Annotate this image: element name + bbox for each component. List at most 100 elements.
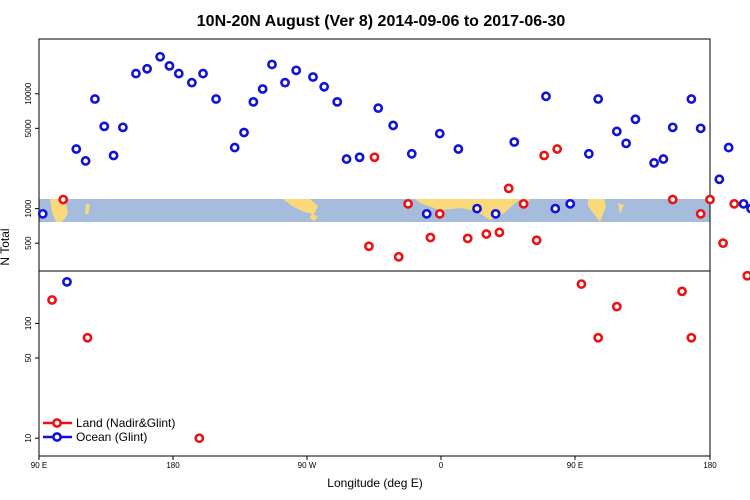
ocean-point: [319, 81, 330, 92]
ocean-point: [738, 198, 749, 209]
ocean-point: [239, 127, 249, 138]
land-point: [462, 233, 473, 244]
legend-ocean-label: Ocean (Glint): [76, 430, 147, 444]
ocean-point: [62, 276, 72, 287]
ocean-point: [248, 96, 259, 107]
ocean-point: [267, 59, 277, 70]
legend-ocean-marker: [52, 432, 62, 442]
ocean-point: [354, 152, 365, 163]
chart-title: 10N-20N August (Ver 8) 2014-09-06 to 201…: [197, 13, 566, 30]
x-tick-label: 180: [703, 461, 717, 470]
map-land: [618, 203, 624, 214]
ocean-point: [453, 144, 464, 154]
land-series: [47, 144, 750, 444]
y-axis: 10 50 100 500 1000 5000 10000: [24, 82, 39, 443]
map-land: [283, 199, 318, 214]
land-point: [47, 295, 57, 305]
land-point: [194, 433, 205, 444]
ocean-point: [490, 208, 501, 219]
land-point: [531, 235, 542, 246]
land-point: [576, 279, 587, 289]
land-point: [593, 332, 604, 343]
ocean-point: [658, 154, 669, 164]
x-tick-label: 180: [166, 461, 180, 470]
ocean-point: [117, 122, 128, 133]
land-point: [718, 238, 728, 249]
land-point: [364, 241, 374, 252]
land-point: [695, 208, 706, 219]
ocean-point: [509, 137, 520, 147]
ocean-point: [131, 68, 141, 79]
land-point: [518, 198, 529, 209]
ocean-point: [388, 120, 399, 131]
map-land: [50, 199, 68, 222]
ocean-point: [142, 63, 153, 74]
land-point: [494, 227, 505, 238]
plot-frame: [38, 38, 711, 457]
land-point: [434, 208, 445, 219]
legend-land-marker: [52, 418, 62, 428]
ocean-point: [406, 148, 417, 159]
ocean-point: [621, 138, 632, 149]
y-tick-label: 100: [24, 316, 33, 330]
land-point: [58, 194, 69, 205]
land-point: [393, 251, 404, 262]
map-ocean: [39, 199, 710, 222]
land-point: [539, 150, 550, 161]
land-point: [611, 301, 622, 312]
ocean-point: [155, 51, 166, 62]
ocean-point: [373, 103, 384, 114]
ocean-point: [630, 114, 641, 125]
ocean-point: [164, 60, 175, 71]
ocean-point: [291, 65, 302, 76]
x-axis-label: Longitude (deg E): [327, 476, 422, 490]
ocean-point: [565, 198, 576, 209]
ocean-point: [257, 84, 268, 94]
ocean-point: [341, 154, 352, 164]
map-band: [39, 199, 710, 222]
land-point: [677, 286, 687, 297]
y-tick-label: 5000: [24, 119, 33, 137]
ocean-series: [37, 51, 750, 287]
ocean-point: [714, 174, 725, 185]
ocean-point: [99, 121, 110, 132]
ocean-point: [332, 96, 343, 107]
land-point: [705, 194, 715, 205]
ocean-point: [198, 68, 208, 79]
map-land: [310, 213, 318, 221]
land-point: [481, 229, 492, 239]
map-land: [588, 199, 606, 222]
ocean-point: [593, 94, 604, 104]
ocean-point: [611, 126, 622, 137]
ocean-point: [80, 156, 91, 166]
ocean-point: [723, 142, 734, 153]
x-axis: 90 E 180 90 W 0 90 E 180: [31, 456, 717, 470]
ocean-point: [90, 94, 100, 104]
land-point: [729, 198, 740, 209]
y-tick-label: 1000: [24, 199, 33, 217]
ocean-point: [173, 68, 184, 79]
ocean-point: [686, 94, 697, 104]
ocean-point: [211, 94, 221, 104]
ocean-point: [421, 208, 432, 219]
ocean-point: [229, 142, 240, 153]
ocean-point: [649, 158, 659, 168]
land-point: [742, 270, 750, 281]
land-point: [369, 152, 380, 163]
ocean-point: [280, 77, 290, 88]
ocean-point: [71, 144, 82, 154]
x-tick-label: 0: [439, 461, 444, 470]
ocean-point: [550, 203, 561, 214]
ocean-point: [472, 203, 482, 214]
ocean-point: [541, 91, 551, 102]
ocean-point: [308, 72, 318, 82]
ocean-point: [434, 128, 445, 139]
legend: Land (Nadir&Glint) Ocean (Glint): [43, 416, 175, 444]
land-point: [425, 232, 436, 243]
x-tick-label: 90 E: [31, 461, 47, 470]
ocean-point: [746, 203, 750, 214]
ocean-point: [667, 122, 678, 133]
land-point: [667, 194, 678, 205]
y-tick-label: 10000: [24, 82, 33, 105]
ocean-point: [186, 77, 197, 88]
